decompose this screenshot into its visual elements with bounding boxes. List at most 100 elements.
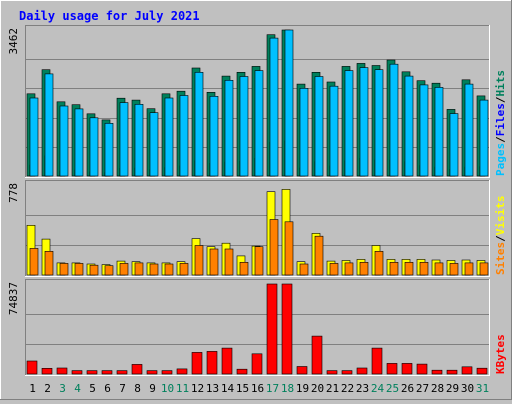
bar-pages-day-2 [44, 73, 54, 177]
x-tick-label-day-16: 16 [251, 382, 264, 395]
bar-pages-day-10 [164, 97, 174, 177]
bar-sites-day-1 [29, 248, 39, 276]
bar-pages-day-16 [254, 70, 264, 177]
bar-kbytes-day-4 [71, 370, 83, 375]
bar-kbytes-day-6 [101, 370, 113, 375]
bar-sites-day-29 [449, 263, 459, 276]
legend-separator: / [494, 96, 507, 103]
legend-entry-pages: Pages [494, 143, 507, 176]
bar-sites-day-30 [464, 262, 474, 276]
bar-kbytes-day-2 [41, 367, 53, 375]
bar-pages-day-8 [134, 104, 144, 177]
bar-pages-day-26 [404, 75, 414, 177]
bar-kbytes-day-14 [221, 347, 233, 375]
bar-pages-day-31 [479, 99, 489, 177]
x-tick-label-day-7: 7 [119, 382, 126, 395]
legend-entry-sites: Sites [494, 242, 507, 275]
x-tick-label-day-4: 4 [74, 382, 81, 395]
bar-pages-day-6 [104, 123, 114, 177]
bar-pages-day-15 [239, 76, 249, 177]
bar-pages-day-3 [59, 105, 69, 177]
bar-kbytes-day-3 [56, 367, 68, 375]
bar-sites-day-23 [359, 261, 369, 276]
bar-pages-day-27 [419, 84, 429, 177]
bar-kbytes-day-26 [401, 363, 413, 375]
bar-kbytes-day-21 [326, 370, 338, 375]
bar-pages-day-21 [329, 85, 339, 177]
x-tick-label-day-12: 12 [191, 382, 204, 395]
x-tick-label-day-18: 18 [281, 382, 294, 395]
bar-pages-day-14 [224, 80, 234, 177]
x-tick-label-day-15: 15 [236, 382, 249, 395]
legend-entry-files: Files [494, 103, 507, 136]
x-tick-label-day-11: 11 [176, 382, 189, 395]
bar-sites-day-25 [389, 261, 399, 276]
legend-entry-hits: Hits [494, 70, 507, 97]
bar-kbytes-day-13 [206, 351, 218, 375]
bar-pages-day-24 [374, 69, 384, 177]
legend-separator: / [494, 235, 507, 242]
bar-pages-day-4 [74, 108, 84, 177]
bar-sites-day-13 [209, 248, 219, 276]
panel-sites-visits: 778 Sites/Visits [7, 180, 507, 277]
x-tick-label-day-30: 30 [461, 382, 474, 395]
x-tick-label-day-19: 19 [296, 382, 309, 395]
chart-title: Daily usage for July 2021 [19, 9, 200, 23]
x-tick-label-day-17: 17 [266, 382, 279, 395]
bar-kbytes-day-28 [431, 369, 443, 375]
legend-entry-visits: Visits [494, 196, 507, 236]
bar-kbytes-day-27 [416, 363, 428, 375]
x-tick-label-day-9: 9 [149, 382, 156, 395]
bar-sites-day-16 [254, 246, 264, 276]
x-tick-label-day-1: 1 [29, 382, 36, 395]
panel-kbytes: 74837 KBytes [7, 279, 507, 376]
bar-sites-day-27 [419, 261, 429, 276]
x-tick-label-day-5: 5 [89, 382, 96, 395]
x-tick-label-day-28: 28 [431, 382, 444, 395]
x-tick-label-day-23: 23 [356, 382, 369, 395]
legend: Sites/Visits [494, 196, 507, 276]
bar-pages-day-11 [179, 95, 189, 177]
bar-kbytes-day-20 [311, 335, 323, 375]
bar-pages-day-22 [344, 70, 354, 177]
bar-kbytes-day-12 [191, 352, 203, 375]
bar-kbytes-day-25 [386, 363, 398, 375]
bar-kbytes-day-5 [86, 370, 98, 375]
bar-sites-day-2 [44, 251, 54, 276]
bar-pages-day-25 [389, 63, 399, 177]
bar-pages-day-20 [314, 76, 324, 177]
bar-sites-day-21 [329, 263, 339, 276]
legend-separator: / [494, 136, 507, 143]
bar-kbytes-day-11 [176, 368, 188, 375]
bar-kbytes-day-8 [131, 364, 143, 375]
legend-entry-kbytes: KBytes [494, 334, 507, 374]
bar-sites-day-10 [164, 263, 174, 276]
bar-pages-day-30 [464, 83, 474, 177]
bar-sites-day-22 [344, 262, 354, 276]
bar-kbytes-day-24 [371, 347, 383, 375]
bar-sites-day-19 [299, 263, 309, 276]
x-tick-label-day-25: 25 [386, 382, 399, 395]
bar-sites-day-26 [404, 261, 414, 276]
x-tick-label-day-24: 24 [371, 382, 385, 395]
bar-kbytes-day-18 [281, 283, 293, 375]
bar-sites-day-4 [74, 263, 84, 276]
x-tick-label-day-10: 10 [161, 382, 174, 395]
bar-kbytes-day-17 [266, 283, 278, 375]
bar-kbytes-day-15 [236, 368, 248, 375]
x-tick-label-day-29: 29 [446, 382, 459, 395]
bar-sites-day-6 [104, 265, 114, 276]
bar-sites-day-18 [284, 221, 294, 276]
bar-pages-day-5 [89, 117, 99, 177]
bar-pages-day-13 [209, 96, 219, 177]
bar-kbytes-day-7 [116, 370, 128, 375]
bar-kbytes-day-9 [146, 370, 158, 375]
bar-kbytes-day-29 [446, 369, 458, 375]
bar-sites-day-12 [194, 245, 204, 276]
x-tick-label-day-22: 22 [341, 382, 354, 395]
y-max-label: 74837 [7, 282, 20, 315]
x-tick-label-day-20: 20 [311, 382, 324, 395]
bar-sites-day-11 [179, 263, 189, 276]
